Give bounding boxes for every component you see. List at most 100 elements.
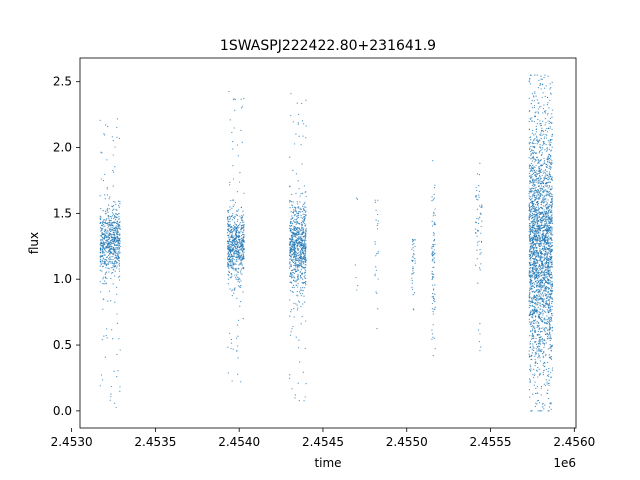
- data-point: [551, 81, 553, 83]
- data-point: [549, 204, 551, 206]
- data-point: [548, 410, 550, 412]
- data-point: [301, 120, 304, 122]
- data-point: [236, 260, 238, 262]
- data-point: [545, 233, 547, 235]
- data-point: [119, 228, 121, 230]
- data-point: [239, 172, 241, 174]
- data-point: [539, 197, 541, 199]
- data-point: [548, 239, 550, 241]
- data-point: [294, 218, 296, 221]
- data-point: [106, 159, 108, 161]
- data-point: [548, 171, 551, 173]
- data-point: [536, 304, 538, 306]
- data-point: [414, 262, 416, 264]
- data-point: [541, 262, 543, 264]
- data-point: [545, 300, 547, 303]
- data-point: [229, 236, 231, 238]
- data-point: [545, 221, 548, 223]
- data-point: [529, 381, 531, 383]
- data-point: [529, 83, 532, 85]
- data-point: [227, 223, 229, 225]
- data-point: [292, 201, 294, 203]
- data-point: [290, 289, 292, 292]
- data-point: [533, 258, 535, 260]
- data-point: [535, 228, 537, 230]
- x-tick-label: 2.4560: [553, 435, 595, 449]
- data-point: [542, 294, 544, 296]
- data-point: [544, 218, 546, 220]
- data-point: [533, 283, 536, 285]
- data-point: [99, 265, 101, 267]
- data-point: [547, 230, 550, 232]
- data-point: [289, 315, 291, 317]
- data-point: [540, 138, 542, 140]
- data-point: [299, 208, 301, 210]
- data-point: [548, 157, 551, 160]
- data-point: [302, 221, 305, 224]
- data-point: [528, 164, 530, 166]
- data-point: [536, 309, 538, 311]
- data-point: [530, 300, 532, 302]
- data-point: [412, 267, 414, 270]
- data-point: [230, 263, 232, 265]
- data-point: [550, 206, 552, 208]
- data-point: [114, 257, 116, 259]
- data-point: [538, 293, 540, 295]
- data-point: [233, 228, 235, 230]
- data-point: [231, 242, 234, 244]
- data-point: [414, 239, 416, 241]
- data-point: [548, 156, 550, 158]
- data-point: [533, 140, 535, 142]
- data-point: [546, 135, 548, 137]
- data-point: [230, 264, 232, 267]
- data-point: [304, 213, 306, 216]
- data-point: [294, 251, 297, 253]
- data-point: [548, 252, 550, 254]
- data-point: [531, 206, 534, 208]
- data-point: [551, 250, 553, 252]
- data-point: [292, 169, 294, 171]
- data-point: [101, 228, 103, 230]
- data-point: [293, 302, 295, 304]
- data-point: [529, 190, 531, 192]
- data-point: [547, 155, 549, 157]
- data-point: [104, 276, 107, 278]
- data-point: [238, 231, 241, 234]
- data-point: [531, 338, 533, 341]
- data-point: [299, 207, 301, 209]
- data-point: [230, 231, 232, 234]
- data-point: [536, 300, 538, 302]
- data-point: [543, 298, 545, 300]
- data-point: [539, 251, 541, 253]
- data-point: [532, 146, 534, 148]
- data-point: [551, 290, 553, 292]
- data-point: [114, 227, 116, 229]
- data-point: [531, 143, 533, 145]
- data-point: [534, 302, 536, 304]
- data-point: [549, 347, 551, 350]
- data-point: [533, 376, 535, 379]
- data-point: [550, 205, 553, 207]
- data-point: [305, 233, 307, 235]
- data-point: [551, 315, 553, 317]
- data-point: [114, 237, 117, 239]
- data-point: [528, 276, 531, 278]
- data-point: [534, 257, 537, 259]
- data-point: [302, 260, 305, 263]
- data-point: [110, 396, 112, 398]
- data-point: [538, 179, 540, 182]
- data-point: [548, 304, 551, 306]
- data-point: [532, 304, 534, 306]
- data-point: [102, 241, 104, 243]
- data-point: [537, 410, 539, 412]
- data-point: [545, 210, 547, 212]
- data-point: [530, 313, 532, 315]
- data-point: [299, 243, 301, 246]
- data-point: [103, 276, 105, 278]
- data-point: [540, 294, 542, 296]
- data-point: [550, 243, 552, 245]
- data-point: [541, 215, 544, 217]
- data-point: [103, 234, 105, 236]
- data-point: [237, 155, 239, 157]
- data-point: [117, 253, 119, 255]
